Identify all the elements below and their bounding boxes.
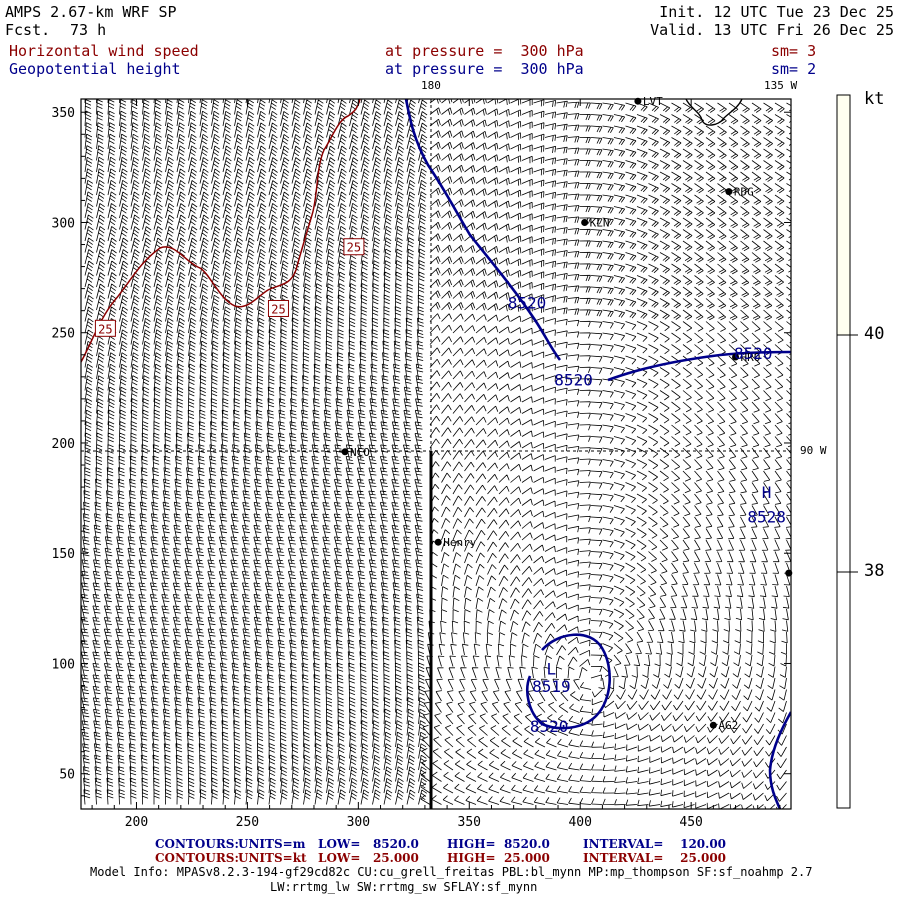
height-label: 8520 (554, 371, 593, 390)
footer-row1-high: HIGH= 8520.0 (447, 837, 550, 851)
station-label: HRO (741, 351, 761, 364)
height-label: 8520 (734, 344, 773, 363)
station-label: LVT (643, 95, 663, 108)
height-label: 8520 (508, 293, 547, 312)
x-tick-label: 400 (568, 815, 591, 830)
y-tick-label: 100 (52, 657, 75, 672)
footer-row1-units: UNITS=m (238, 837, 306, 851)
height-contour-8520-southeast (768, 711, 791, 809)
y-tick-label: 350 (52, 106, 75, 121)
model-title: AMPS 2.67-km WRF SP (5, 3, 177, 21)
field2-name: Geopotential height (9, 60, 181, 78)
y-tick-label: 200 (52, 437, 75, 452)
lon-label-180: 180 (421, 79, 441, 92)
height-label: L (547, 659, 557, 678)
station-dot (581, 218, 589, 226)
y-tick-label: 150 (52, 547, 75, 562)
field2-smoothing: sm= 2 (771, 60, 817, 78)
station-label: KLN (590, 216, 610, 229)
speed-label-box (267, 299, 289, 317)
station-dot (725, 188, 733, 196)
wind-barbs (81, 99, 791, 809)
y-tick-label: 300 (52, 216, 75, 231)
station-label: AG2 (718, 719, 738, 732)
height-contour-8520-low (526, 633, 612, 730)
model-info: Model Info: MPASv8.2.3-194-gf29cd82c CU:… (90, 865, 813, 879)
footer-row1-interval: INTERVAL= 120.00 (583, 837, 727, 851)
height-label: 8528 (747, 507, 786, 526)
height-label: 8520 (530, 717, 569, 736)
forecast-hour: 73 h (70, 21, 107, 39)
y-tick-label: 50 (59, 768, 75, 783)
field1-name: Horizontal wind speed (9, 42, 199, 60)
station-dot (341, 448, 349, 456)
field1-level: at pressure = 300 hPa (385, 42, 584, 60)
field2-level: at pressure = 300 hPa (385, 60, 584, 78)
footer-row2-label: CONTOURS: (155, 851, 239, 865)
speed-label-box (343, 238, 365, 256)
speed-label: 25 (347, 241, 361, 255)
init-time: Init. 12 UTC Tue 23 Dec 25 (659, 3, 894, 21)
x-tick-label: 200 (125, 815, 148, 830)
footer-row1-low: LOW= 8520.0 (318, 837, 419, 851)
station-label: NCO (350, 446, 370, 459)
height-label: 8519 (532, 677, 571, 696)
plot-frame (80, 98, 792, 810)
x-axis-ticks: 200 250 300 350 400 450 (91, 99, 781, 830)
colorbar-unit: kt (864, 89, 885, 109)
station-dot (732, 353, 740, 361)
colorbar-label-40: 40 (864, 324, 885, 344)
forecast-label: Fcst. (5, 21, 51, 39)
speed-label: 25 (98, 322, 112, 336)
height-contour-8520-north (404, 99, 562, 361)
field1-smoothing: sm= 3 (771, 42, 817, 60)
x-tick-label: 300 (347, 815, 370, 830)
x-tick-label: 450 (679, 815, 702, 830)
height-label: H (762, 483, 772, 502)
lon-label-90w: 90 W (800, 444, 827, 457)
station-dot (434, 538, 442, 546)
station-label: Henry (443, 536, 476, 549)
speed-contour-25 (81, 99, 361, 363)
footer-row1-label: CONTOURS: (155, 837, 239, 851)
wind-barb-field (81, 99, 791, 809)
valid-time: Valid. 13 UTC Fri 26 Dec 25 (650, 21, 894, 39)
footer-row2-low: LOW= 25.000 (318, 851, 419, 865)
model-info-physics: LW:rrtmg_lw SW:rrtmg_sw SFLAY:sf_mynn (270, 880, 538, 894)
footer-row2-units: UNITS=kt (238, 851, 307, 865)
station-dot (709, 721, 717, 729)
footer-row2-interval: INTERVAL= 25.000 (583, 851, 727, 865)
y-axis-ticks: 50 100 150 200 250 300 350 (52, 106, 791, 797)
x-tick-label: 250 (236, 815, 259, 830)
lon-label-135w: 135 W (764, 79, 798, 92)
colorbar-label-38: 38 (864, 561, 885, 581)
y-tick-label: 250 (52, 327, 75, 342)
x-tick-label: 350 (458, 815, 481, 830)
footer-row2-high: HIGH= 25.000 (447, 851, 550, 865)
speed-label-box (94, 319, 116, 337)
height-contour-8520-east (607, 350, 791, 382)
station-label: RDG (734, 186, 754, 199)
speed-label: 25 (271, 302, 285, 316)
station-markers: LVT RDG KLN HRO NCO Henry AG2 (341, 95, 793, 732)
speed-contour-labels: 25 25 25 (94, 238, 365, 337)
coastline (685, 99, 743, 126)
